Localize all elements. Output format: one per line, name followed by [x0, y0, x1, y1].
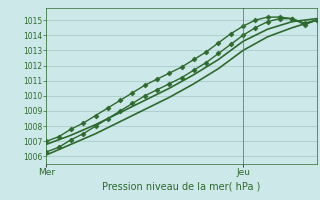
X-axis label: Pression niveau de la mer( hPa ): Pression niveau de la mer( hPa )	[102, 181, 261, 191]
